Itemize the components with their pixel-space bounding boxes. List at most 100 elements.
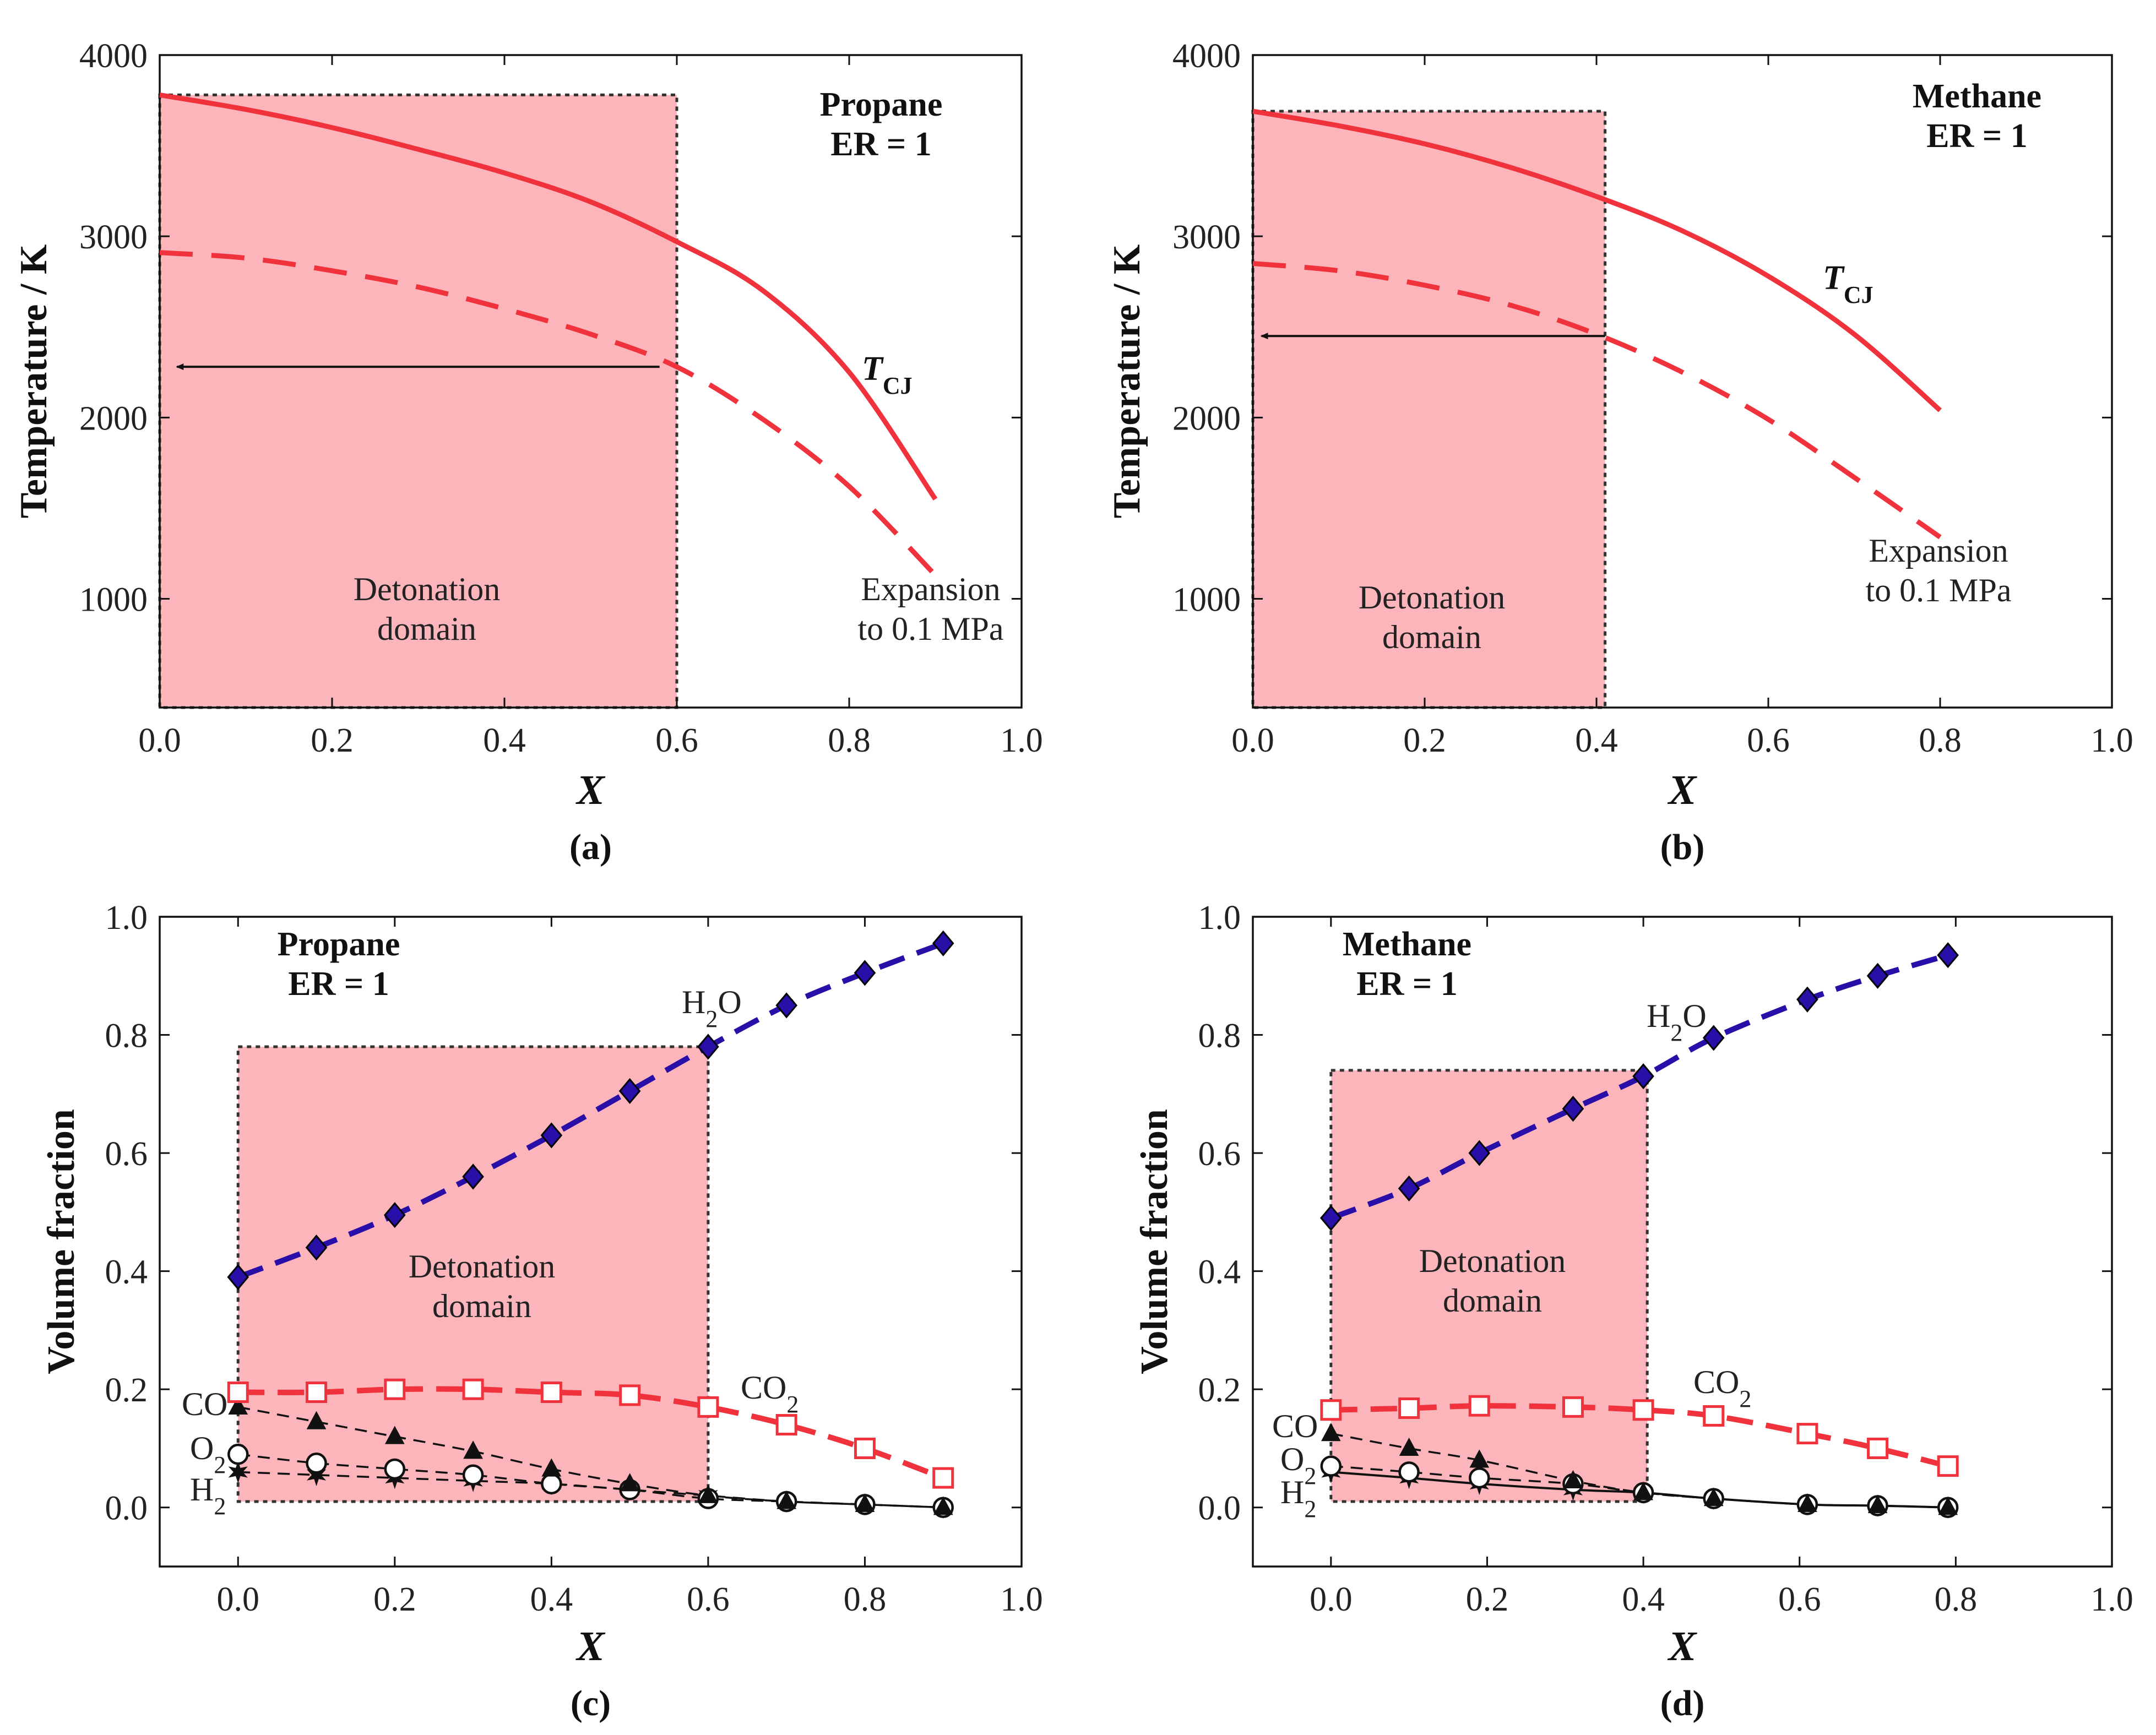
- series-label-h2-main: H: [190, 1471, 214, 1508]
- marker-o2: [1398, 1461, 1420, 1483]
- tcj-label-main: T: [1823, 259, 1845, 297]
- er-label: ER = 1: [830, 126, 931, 163]
- x-tick-label: 0.2: [1466, 1581, 1509, 1618]
- er-label: ER = 1: [1926, 117, 2027, 155]
- x-tick-label: 0.8: [1935, 1581, 1978, 1618]
- x-tick-label: 0.6: [655, 722, 698, 759]
- y-tick-label: 4000: [79, 37, 148, 75]
- marker-co: [228, 1396, 248, 1415]
- tcj-label: TCJ: [862, 350, 913, 399]
- plot-frame: [159, 54, 1023, 709]
- expansion-label-line-1: to 0.1 MPa: [1865, 572, 2011, 608]
- marker-h2o: [384, 1202, 406, 1228]
- marker-co2: [1937, 1455, 1959, 1477]
- marker-h2o: [1702, 1025, 1725, 1051]
- series-label-o2: O2: [1280, 1441, 1316, 1489]
- marker-o2: [227, 1443, 249, 1465]
- x-tick-label: 0.6: [1778, 1581, 1821, 1618]
- x-tick-label: 0.2: [311, 722, 354, 759]
- x-tick-label: 0.0: [1231, 722, 1274, 759]
- series-label-h2o-main: H: [1647, 998, 1670, 1034]
- y-tick-label: 1000: [79, 581, 148, 619]
- y-tick-label: 0.8: [1198, 1018, 1241, 1055]
- fuel-label: Methane: [1343, 926, 1471, 963]
- marker-h2: [228, 1461, 248, 1483]
- series-label-o2: O2: [190, 1430, 226, 1478]
- tcj-curve: [159, 92, 938, 501]
- marker-h2o: [1320, 1205, 1342, 1231]
- marker-o2: [1469, 1467, 1490, 1489]
- marker-h2o: [227, 1264, 249, 1290]
- detonation-domain-box: [1329, 1069, 1649, 1503]
- fuel-label: Propane: [278, 926, 400, 963]
- y-tick-label: 0.6: [105, 1135, 148, 1173]
- series-label-h2-sub: 2: [1304, 1495, 1316, 1522]
- series-label-h2-main: H: [1280, 1474, 1304, 1510]
- panel-label: (c): [571, 1683, 611, 1723]
- x-tick-label: 0.6: [1747, 722, 1790, 759]
- x-axis-label: X: [575, 1623, 606, 1669]
- x-tick-label: 0.0: [138, 722, 181, 759]
- marker-co2: [1796, 1423, 1818, 1445]
- series-label-o2-main: O: [1280, 1441, 1304, 1477]
- marker-h2o: [305, 1234, 328, 1261]
- marker-co: [1469, 1449, 1490, 1468]
- y-tick-label: 1000: [1172, 581, 1241, 619]
- panel-label: (a): [569, 827, 612, 867]
- x-axis-label: X: [575, 767, 606, 813]
- y-tick-label: 2000: [79, 400, 148, 437]
- series-label-h2-sub: 2: [214, 1493, 226, 1520]
- marker-h2o: [1796, 986, 1818, 1013]
- y-tick-label: 4000: [1172, 37, 1241, 75]
- marker-o2: [306, 1453, 327, 1474]
- series-label-h2: H2: [1280, 1474, 1316, 1522]
- marker-co: [306, 1411, 327, 1429]
- series-label-co2: CO2: [1693, 1364, 1751, 1412]
- marker-co: [1797, 1493, 1817, 1512]
- marker-co: [620, 1473, 640, 1492]
- y-tick-label: 0.4: [105, 1254, 148, 1291]
- series-label-co2-main: CO: [1693, 1364, 1739, 1400]
- domain-label-line-0: Detonation: [409, 1248, 556, 1285]
- series-label-co-main: CO: [182, 1386, 227, 1422]
- marker-co2: [775, 1414, 797, 1436]
- marker-h2o: [932, 930, 954, 956]
- x-tick-label: 1.0: [2090, 1581, 2133, 1618]
- y-tick-label: 0.2: [105, 1372, 148, 1409]
- y-tick-label: 0.0: [105, 1490, 148, 1527]
- domain-label-line-1: domain: [1443, 1282, 1542, 1319]
- tcj-curve: [1252, 108, 1942, 412]
- detonation-domain-box: [1251, 110, 1607, 709]
- expansion-curve: [1252, 261, 1942, 540]
- x-tick-label: 0.8: [1919, 722, 1962, 759]
- series-label-co2-sub: 2: [786, 1391, 799, 1418]
- domain-label-line-0: Detonation: [1419, 1243, 1566, 1279]
- domain-label-line-1: domain: [1382, 619, 1481, 655]
- marker-co2: [1703, 1405, 1725, 1427]
- marker-h2o: [1937, 942, 1959, 969]
- series-label-co: CO: [1272, 1408, 1318, 1444]
- y-tick-label: 0.4: [1198, 1254, 1241, 1291]
- panel-label: (b): [1660, 827, 1705, 867]
- marker-h2o: [1866, 962, 1889, 989]
- x-tick-label: 1.0: [1000, 1581, 1043, 1618]
- series-label-h2o-sub: 2: [1670, 1019, 1682, 1046]
- y-tick-label: 0.0: [1198, 1490, 1241, 1527]
- x-tick-label: 0.4: [1575, 722, 1618, 759]
- series-label-h2o-tail: O: [1682, 998, 1706, 1034]
- y-tick-label: 3000: [79, 219, 148, 256]
- marker-h2o: [540, 1122, 563, 1149]
- marker-co: [855, 1493, 875, 1512]
- y-tick-label: 0.8: [105, 1018, 148, 1055]
- marker-co2: [619, 1384, 641, 1406]
- tcj-label-sub: CJ: [1844, 281, 1873, 308]
- marker-h2o: [1398, 1175, 1420, 1202]
- series-label-co2: CO2: [741, 1369, 799, 1418]
- tcj-label-main: T: [862, 350, 884, 388]
- y-tick-label: 3000: [1172, 219, 1241, 256]
- marker-co: [1867, 1494, 1888, 1514]
- series-line-h2o: [237, 940, 944, 1280]
